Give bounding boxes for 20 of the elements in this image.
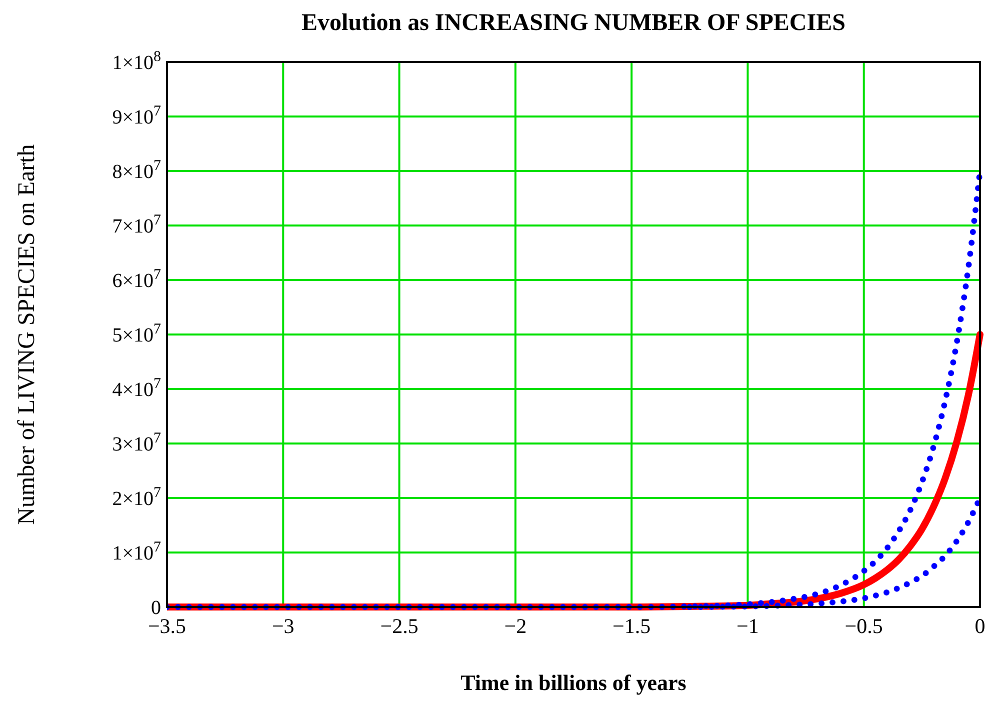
y-tick-label: 6×10$^{7}$ [112, 267, 162, 292]
y-tick-label: 5×10$^{7}$ [112, 322, 162, 346]
x-tick-label: −1 [736, 614, 759, 638]
y-tick-label: 2×10$^{7}$ [112, 485, 162, 510]
x-axis-title: Time in billions of years [460, 670, 687, 695]
x-tick-label: −1.5 [612, 614, 651, 638]
x-tick-label: 0 [974, 614, 986, 638]
x-tick-label: −2 [504, 614, 527, 638]
y-tick-label: 3×10$^{7}$ [112, 430, 162, 456]
y-tick-label: 8×10$^{7}$ [112, 158, 162, 183]
y-tick-label: 7×10$^{7}$ [112, 212, 162, 238]
chart-title: Evolution as INCREASING NUMBER OF SPECIES [302, 10, 846, 36]
y-tick-label: 9×10$^{7}$ [112, 104, 162, 128]
x-tick-label: −2.5 [380, 614, 418, 638]
x-tick-label: −3 [272, 614, 294, 638]
x-tick-label: −0.5 [844, 614, 883, 638]
y-tick-label: 4×10$^{7}$ [112, 376, 162, 401]
y-axis-title: Number of LIVING SPECIES on Earth [14, 144, 40, 525]
y-tick-label: 1×10$^{7}$ [112, 540, 162, 564]
y-tick-label: 1×10$^{8}$ [112, 49, 161, 74]
